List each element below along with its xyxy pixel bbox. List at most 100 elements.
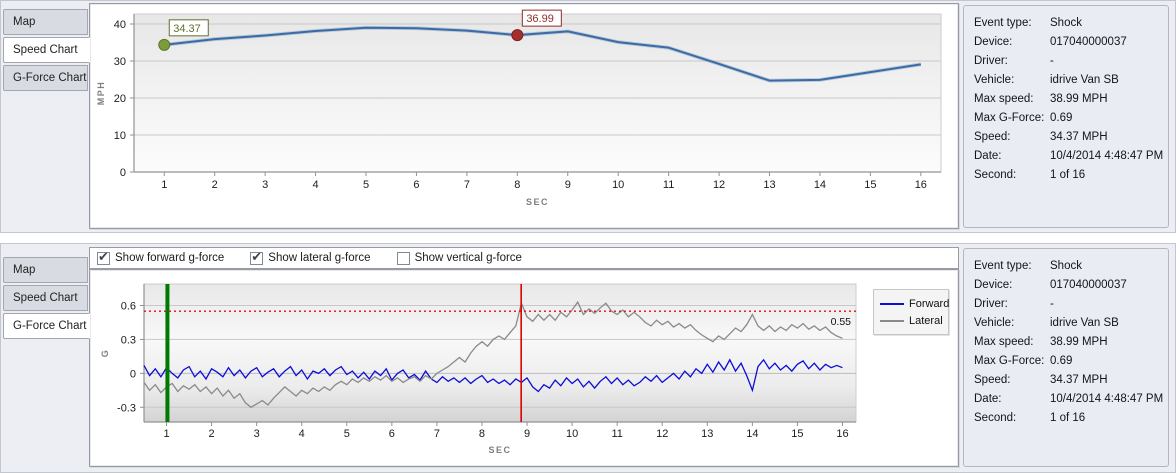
marker-label-box	[168, 19, 209, 37]
svg-text:5: 5	[363, 179, 369, 191]
tab-g-force-chart[interactable]: G-Force Chart	[3, 65, 88, 91]
svg-text:10: 10	[114, 130, 126, 142]
svg-text:15: 15	[791, 428, 803, 440]
tab-map[interactable]: Map	[3, 9, 88, 35]
show-forward-gforce-checkbox[interactable]	[97, 249, 110, 265]
svg-text:2: 2	[212, 179, 218, 191]
detail-label: Driver:	[974, 54, 1008, 67]
detail-value: Shock	[1050, 16, 1082, 29]
detail-value: 34.37 MPH	[1050, 130, 1108, 143]
tab-strip: Map Speed Chart G-Force Chart	[3, 9, 90, 93]
detail-value: Shock	[1050, 259, 1082, 272]
svg-text:11: 11	[663, 179, 674, 191]
forward-gforce-line	[143, 358, 843, 393]
svg-text:0: 0	[120, 167, 126, 179]
svg-text:0.6: 0.6	[121, 300, 136, 312]
chart-legend: Forward Lateral	[873, 289, 949, 335]
tab-g-force-chart[interactable]: G-Force Chart	[3, 313, 90, 339]
show-vertical-gforce-checkbox[interactable]	[396, 251, 410, 265]
x-axis-title: SEC	[526, 197, 549, 207]
tab-speed-chart[interactable]: Speed Chart	[3, 37, 90, 63]
detail-label: Max G-Force:	[974, 111, 1045, 124]
detail-value: 0.69	[1050, 111, 1073, 124]
svg-text:20: 20	[114, 93, 126, 105]
detail-label: Speed:	[974, 130, 1011, 143]
detail-value: 10/4/2014 4:48:47 PM	[1050, 149, 1164, 162]
legend-entry-forward: Forward	[880, 295, 949, 312]
detail-label: Device:	[974, 278, 1013, 291]
detail-value: 1 of 16	[1050, 168, 1086, 181]
svg-text:9: 9	[565, 179, 571, 191]
svg-text:16: 16	[915, 179, 927, 191]
y-axis-title: MPH	[96, 81, 106, 106]
event-details-panel-bottom: Event type: Shock Device: 017040000037 Dri…	[963, 248, 1169, 467]
svg-text:8: 8	[479, 428, 485, 440]
start-speed-marker[interactable]	[158, 38, 171, 51]
show-vertical-gforce-option[interactable]: Show vertical g-force	[396, 251, 522, 265]
svg-text:2: 2	[209, 428, 215, 440]
gforce-options-row: Show forward g-force Show lateral g-forc…	[89, 247, 959, 269]
detail-value: -	[1050, 54, 1054, 67]
detail-value: 38.99 MPH	[1050, 92, 1108, 105]
event-details-panel-top: Event type: Shock Device: 017040000037 Dri…	[963, 5, 1169, 228]
speed-chart-panel: Map Speed Chart G-Force Chart 0 10 20 30 40 1…	[0, 0, 1176, 233]
event-speed-marker[interactable]	[511, 29, 524, 42]
svg-text:7: 7	[464, 179, 470, 191]
detail-value: idrive Van SB	[1050, 316, 1119, 329]
svg-text:10: 10	[566, 428, 578, 440]
svg-text:14: 14	[746, 428, 758, 440]
svg-text:12: 12	[656, 428, 668, 440]
tab-map[interactable]: Map	[3, 257, 88, 283]
svg-text:36.99: 36.99	[526, 13, 554, 25]
show-lateral-gforce-checkbox[interactable]	[250, 249, 264, 265]
detail-value: 10/4/2014 4:48:47 PM	[1050, 392, 1164, 405]
svg-text:15: 15	[864, 179, 876, 191]
svg-text:10: 10	[612, 179, 624, 191]
svg-text:0.3: 0.3	[121, 334, 136, 346]
svg-text:12: 12	[713, 179, 725, 191]
detail-value: 38.99 MPH	[1050, 335, 1108, 348]
detail-value: idrive Van SB	[1050, 73, 1119, 86]
marker-label-box	[521, 9, 562, 27]
detail-label: Max speed:	[974, 335, 1034, 348]
svg-text:4: 4	[299, 428, 305, 440]
svg-text:4: 4	[313, 179, 319, 191]
gforce-plot-area	[143, 283, 857, 423]
lateral-line-swatch	[880, 319, 904, 322]
detail-label: Second:	[974, 411, 1017, 424]
gforce-chart[interactable]: -0.300.30.61 2 3 4 5 6 7 8 9 10 11 12 13 14 15 16GSEC0.…	[90, 270, 958, 466]
svg-text:5: 5	[344, 428, 350, 440]
svg-text:8: 8	[514, 179, 520, 191]
tab-speed-chart[interactable]: Speed Chart	[3, 285, 88, 311]
show-lateral-gforce-option[interactable]: Show lateral g-force	[250, 249, 371, 265]
svg-text:-0.3: -0.3	[117, 402, 136, 414]
svg-text:3: 3	[262, 179, 268, 191]
svg-text:30: 30	[114, 56, 126, 68]
svg-text:11: 11	[611, 428, 622, 440]
speed-plot-area	[133, 13, 942, 173]
detail-label: Event type:	[974, 16, 1032, 29]
detail-label: Date:	[974, 392, 1002, 405]
y-axis-title: G	[100, 349, 110, 358]
svg-text:34.37: 34.37	[173, 23, 201, 35]
gforce-chart-box: -0.3 0 0.3 0.6 1 2 3 4 5 6 7 8 9 10 11 12 13 14 15 16 G SEC 0.…	[89, 269, 959, 467]
detail-value: 1 of 16	[1050, 411, 1086, 424]
gforce-chart-panel: Map Speed Chart G-Force Chart Show forwa…	[0, 243, 1176, 473]
detail-value: 34.37 MPH	[1050, 373, 1108, 386]
svg-text:9: 9	[524, 428, 530, 440]
svg-text:6: 6	[413, 179, 419, 191]
detail-value: 0.69	[1050, 354, 1073, 367]
speed-line	[164, 26, 921, 82]
detail-label: Speed:	[974, 373, 1011, 386]
detail-value: 017040000037	[1050, 278, 1127, 291]
show-forward-gforce-option[interactable]: Show forward g-force	[97, 249, 224, 265]
detail-label: Vehicle:	[974, 316, 1015, 329]
svg-text:0: 0	[130, 368, 136, 380]
svg-text:6: 6	[389, 428, 395, 440]
detail-label: Driver:	[974, 297, 1008, 310]
svg-text:14: 14	[814, 179, 826, 191]
svg-text:1: 1	[161, 179, 167, 191]
legend-entry-lateral: Lateral	[880, 312, 943, 329]
x-axis-title: SEC	[488, 445, 511, 455]
